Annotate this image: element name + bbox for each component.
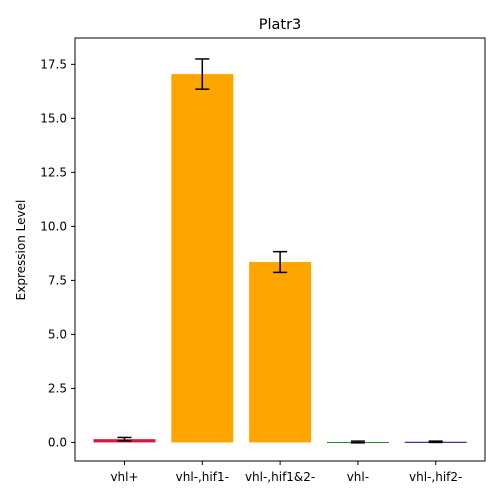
- y-axis: 0.0 2.5 5.0 7.5 10.0 12.5 15.0 17.5: [40, 57, 75, 449]
- y-tick-label-1: 2.5: [48, 381, 67, 395]
- plot-frame: [74, 37, 486, 462]
- y-tick-label-0: 0.0: [48, 435, 67, 449]
- chart-title: Platr3: [259, 17, 302, 33]
- x-tick-label-4: vhl-,hif2-: [409, 470, 462, 484]
- bar-1: [171, 74, 234, 443]
- error-bars-group: [117, 58, 443, 444]
- x-tick-label-3: vhl-: [347, 470, 369, 484]
- y-tick-label-5: 12.5: [40, 165, 67, 179]
- x-axis: vhl+ vhl-,hif1- vhl-,hif1&2- vhl-vhl-,hif2-: [110, 461, 462, 484]
- bars-group: [93, 74, 467, 443]
- x-tick-label-1: vhl-,hif1-: [176, 470, 229, 484]
- y-tick-label-2: 5.0: [48, 327, 67, 341]
- y-axis-label: Expression Level: [14, 200, 28, 301]
- y-tick-label-4: 10.0: [40, 219, 67, 233]
- y-tick-label-3: 7.5: [48, 273, 67, 287]
- y-tick-label-6: 15.0: [40, 111, 67, 125]
- x-tick-label-0: vhl+: [110, 470, 138, 484]
- bar-2: [249, 262, 312, 443]
- x-tick-label-2: vhl-,hif1&2-: [245, 470, 315, 484]
- y-tick-label-7: 17.5: [40, 57, 67, 71]
